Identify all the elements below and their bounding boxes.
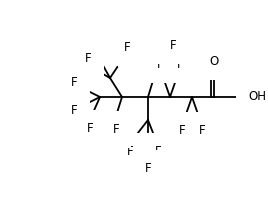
Text: F: F bbox=[178, 124, 185, 137]
Text: F: F bbox=[127, 145, 134, 158]
Text: F: F bbox=[155, 145, 162, 158]
Text: F: F bbox=[142, 35, 148, 48]
Text: F: F bbox=[71, 104, 78, 116]
Text: F: F bbox=[113, 123, 119, 136]
Text: F: F bbox=[177, 58, 184, 71]
Text: F: F bbox=[87, 122, 93, 135]
Text: F: F bbox=[170, 39, 177, 52]
Text: F: F bbox=[85, 52, 92, 65]
Text: F: F bbox=[199, 124, 206, 137]
Text: OH: OH bbox=[248, 90, 266, 104]
Text: F: F bbox=[156, 58, 163, 71]
Text: F: F bbox=[124, 41, 131, 54]
Text: F: F bbox=[71, 75, 78, 89]
Text: F: F bbox=[129, 42, 136, 55]
Text: F: F bbox=[91, 40, 98, 53]
Text: F: F bbox=[145, 162, 151, 175]
Text: O: O bbox=[209, 55, 219, 68]
